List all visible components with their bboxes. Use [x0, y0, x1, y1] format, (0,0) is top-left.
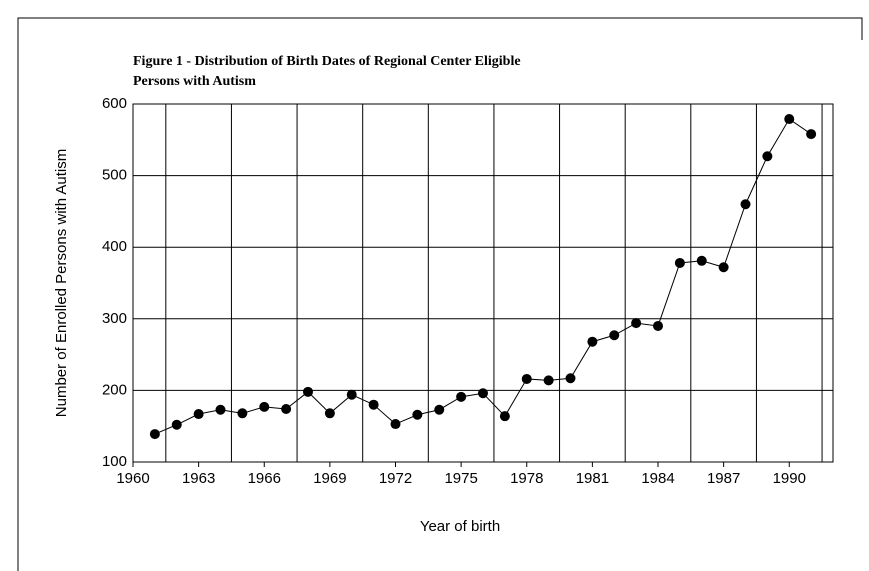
data-point	[806, 129, 817, 140]
x-tick-label: 1966	[248, 470, 281, 487]
y-tick-label: 600	[102, 95, 127, 112]
data-point	[587, 336, 598, 347]
y-tick-label: 100	[102, 453, 127, 470]
data-point	[631, 318, 642, 329]
x-axis-label: Year of birth	[420, 518, 500, 535]
chart-title: Persons with Autism	[133, 74, 256, 89]
data-point	[390, 419, 401, 430]
data-point	[478, 388, 488, 399]
data-point	[215, 404, 226, 415]
x-tick-label: 1972	[379, 470, 412, 487]
data-point	[412, 409, 423, 420]
data-line	[154, 118, 812, 435]
data-point	[674, 257, 685, 268]
data-point	[149, 429, 160, 440]
page-frame	[17, 17, 863, 571]
data-point	[456, 391, 467, 402]
x-tick-label: 1963	[182, 470, 215, 487]
x-tick-label: 1981	[576, 470, 609, 487]
y-tick-label: 200	[102, 381, 127, 398]
data-point	[740, 199, 751, 210]
data-point	[368, 399, 379, 410]
x-tick-label: 1984	[641, 470, 674, 487]
data-point	[499, 411, 510, 422]
y-tick-label: 300	[102, 310, 127, 327]
x-tick-label: 1969	[313, 470, 346, 487]
data-point	[762, 151, 773, 162]
y-tick-label: 500	[102, 167, 127, 184]
x-tick-label: 1978	[510, 470, 543, 487]
chart-title: Figure 1 - Distribution of Birth Dates o…	[133, 54, 521, 69]
data-point	[521, 373, 532, 384]
data-point	[565, 373, 576, 384]
data-point	[346, 389, 357, 400]
data-point	[281, 404, 292, 415]
plot-frame	[132, 103, 834, 463]
data-point	[171, 419, 182, 430]
data-point	[609, 330, 620, 341]
data-point	[696, 255, 707, 266]
data-point	[653, 320, 663, 331]
data-point	[303, 386, 313, 397]
x-tick-label: 1960	[116, 470, 149, 487]
y-tick-label: 400	[102, 238, 127, 255]
x-tick-label: 1990	[773, 470, 806, 487]
data-point	[193, 409, 204, 420]
data-point	[543, 375, 554, 386]
data-point	[434, 404, 445, 415]
y-axis-label: Number of Enrolled Persons with Autism	[53, 149, 70, 417]
x-tick-label: 1987	[707, 470, 740, 487]
data-point	[324, 408, 335, 419]
data-point	[718, 262, 729, 273]
data-point	[259, 401, 270, 412]
x-tick-label: 1975	[444, 470, 477, 487]
data-point	[784, 114, 795, 125]
data-point	[237, 408, 248, 419]
